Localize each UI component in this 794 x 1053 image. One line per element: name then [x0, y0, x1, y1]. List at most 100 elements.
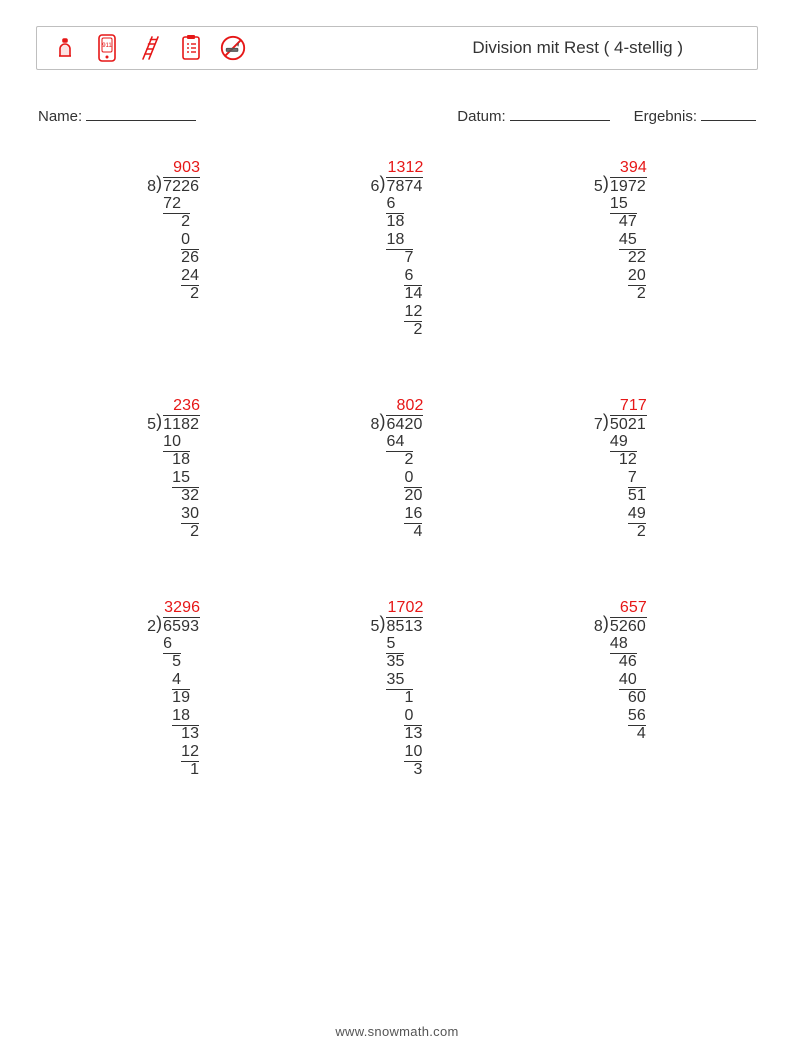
work-step: 15 [610, 195, 647, 213]
subtraction-rule [172, 653, 181, 654]
remainder-value: 3 [386, 761, 423, 779]
subtraction-rule [404, 487, 422, 488]
subtraction-rule [628, 487, 646, 488]
remainder-value: 2 [163, 523, 200, 541]
division-brace: 7226 [163, 177, 200, 196]
page-header: 911 Division mit Rest ( 4-stellig ) [36, 26, 758, 70]
divisor-value: 6 [370, 178, 379, 196]
work-step: 5 [386, 635, 423, 653]
divisor-value: 5 [594, 178, 603, 196]
subtraction-rule [172, 689, 190, 690]
quotient-value: 903 [163, 159, 200, 177]
subtraction-rule [181, 213, 190, 214]
work-step: 72 [163, 195, 200, 213]
work-step: 12 [163, 743, 200, 761]
subtraction-rule [413, 523, 422, 524]
division-problem: 80286420642020164 [370, 397, 423, 541]
work-step: 4 [163, 671, 200, 689]
work-step: 49 [610, 433, 647, 451]
problems-grid: 9038722672202624213126787461818761412239… [62, 159, 732, 779]
remainder-value: 2 [386, 321, 423, 339]
division-problem: 131267874618187614122 [370, 159, 423, 339]
subtraction-rule [637, 725, 646, 726]
divisor-value: 7 [594, 416, 603, 434]
subtraction-rule [386, 213, 404, 214]
work-step: 10 [386, 743, 423, 761]
work-step: 1 [386, 689, 423, 707]
division-problem: 170258513535351013103 [370, 599, 423, 779]
subtraction-rule [190, 761, 199, 762]
name-label: Name: [38, 106, 196, 125]
worksheet-page: 911 Division mit Rest ( 4-stellig ) Name… [0, 0, 794, 1053]
work-step: 40 [610, 671, 647, 689]
work-step: 19 [163, 689, 200, 707]
divisor-value: 5 [370, 618, 379, 636]
date-label: Datum: [457, 106, 609, 125]
work-step: 12 [610, 451, 647, 469]
division-brace: 5260 [610, 617, 647, 636]
work-step: 18 [163, 707, 200, 725]
work-step: 20 [610, 267, 647, 285]
name-blank [86, 106, 196, 121]
divisor-dividend-line: 8 5260 [594, 617, 647, 635]
subtraction-rule [413, 321, 422, 322]
divisor-dividend-line: 67874 [370, 177, 423, 195]
subtraction-rule [619, 451, 637, 452]
work-step: 2 [386, 451, 423, 469]
work-step: 60 [610, 689, 647, 707]
divisor-value: 8 [594, 618, 603, 636]
subtraction-rule [404, 249, 413, 250]
alarm-icon [51, 34, 79, 62]
division-problem: 90387226722026242 [147, 159, 200, 339]
remainder-value: 1 [163, 761, 200, 779]
work-step: 18 [163, 451, 200, 469]
work-step: 14 [386, 285, 423, 303]
clipboard-icon [177, 34, 205, 62]
phone-911-label: 911 [102, 43, 112, 49]
work-step: 20 [386, 487, 423, 505]
work-step: 30 [163, 505, 200, 523]
work-step: 0 [163, 231, 200, 249]
division-problem: 717750214912751492 [594, 397, 647, 541]
subtraction-rule [628, 249, 646, 250]
subtraction-rule [181, 487, 199, 488]
subtraction-rule [637, 285, 646, 286]
divisor-dividend-line: 51182 [147, 415, 200, 433]
remainder-value: 2 [163, 285, 200, 303]
division-brace: 1972 [610, 177, 647, 196]
divisor-value: 8 [370, 416, 379, 434]
result-blank [701, 106, 756, 121]
work-step: 56 [610, 707, 647, 725]
subtraction-rule [404, 451, 413, 452]
division-brace: 6420 [386, 415, 423, 434]
subtraction-rule [619, 213, 637, 214]
quotient-value: 802 [386, 397, 423, 415]
subtraction-rule [628, 689, 646, 690]
work-step: 18 [386, 231, 423, 249]
work-step: 64 [386, 433, 423, 451]
divisor-dividend-line: 26593 [147, 617, 200, 635]
subtraction-rule [190, 523, 199, 524]
subtraction-rule [619, 653, 637, 654]
quotient-value: 1702 [386, 599, 423, 617]
work-step: 16 [386, 505, 423, 523]
work-step: 46 [610, 653, 647, 671]
division-brace: 6593 [163, 617, 200, 636]
remainder-value: 2 [610, 285, 647, 303]
subtraction-rule [386, 653, 404, 654]
work-step: 13 [386, 725, 423, 743]
work-step: 0 [386, 707, 423, 725]
subtraction-rule [181, 725, 199, 726]
work-step: 35 [386, 671, 423, 689]
division-brace: 1182 [163, 415, 200, 434]
page-title: Division mit Rest ( 4-stellig ) [472, 38, 683, 58]
remainder-value: 2 [610, 523, 647, 541]
work-step: 18 [386, 213, 423, 231]
subtraction-rule [181, 249, 199, 250]
division-brace: 5021 [610, 415, 647, 434]
subtraction-rule [404, 285, 422, 286]
subtraction-rule [413, 761, 422, 762]
subtraction-rule [190, 285, 199, 286]
result-label: Ergebnis: [634, 106, 756, 125]
divisor-dividend-line: 87226 [147, 177, 200, 195]
